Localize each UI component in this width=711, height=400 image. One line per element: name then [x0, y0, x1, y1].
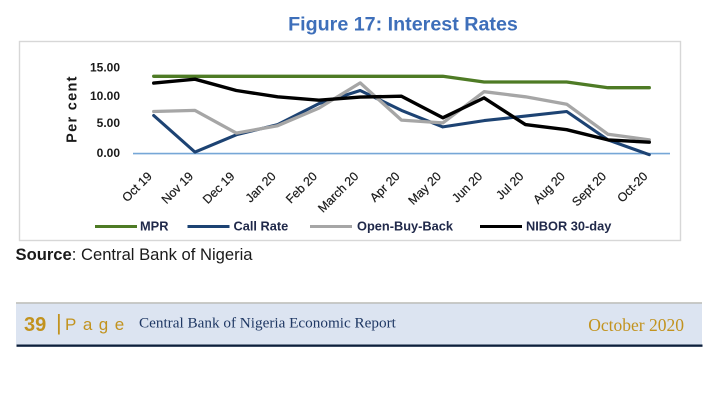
svg-text:15.00: 15.00	[90, 61, 120, 75]
svg-text:Source: Central Bank of Nigeri: Source: Central Bank of Nigeria	[16, 245, 254, 264]
svg-text:MPR: MPR	[140, 219, 168, 234]
svg-text:39: 39	[24, 314, 46, 336]
svg-text:|: |	[56, 310, 62, 335]
svg-text:Figure 17: Interest Rates: Figure 17: Interest Rates	[288, 13, 518, 35]
svg-text:October 2020: October 2020	[588, 315, 684, 335]
svg-text:Call Rate: Call Rate	[234, 219, 289, 234]
svg-text:Open-Buy-Back: Open-Buy-Back	[357, 219, 454, 234]
svg-text:0.00: 0.00	[97, 146, 121, 160]
svg-text:NIBOR 30-day: NIBOR 30-day	[526, 219, 612, 234]
svg-text:Page: Page	[65, 315, 131, 334]
svg-text:Central Bank of Nigeria Econom: Central Bank of Nigeria Economic Report	[139, 315, 397, 332]
svg-text:Per cent: Per cent	[65, 75, 81, 143]
svg-text:10.00: 10.00	[90, 89, 120, 103]
svg-text:5.00: 5.00	[97, 116, 121, 130]
